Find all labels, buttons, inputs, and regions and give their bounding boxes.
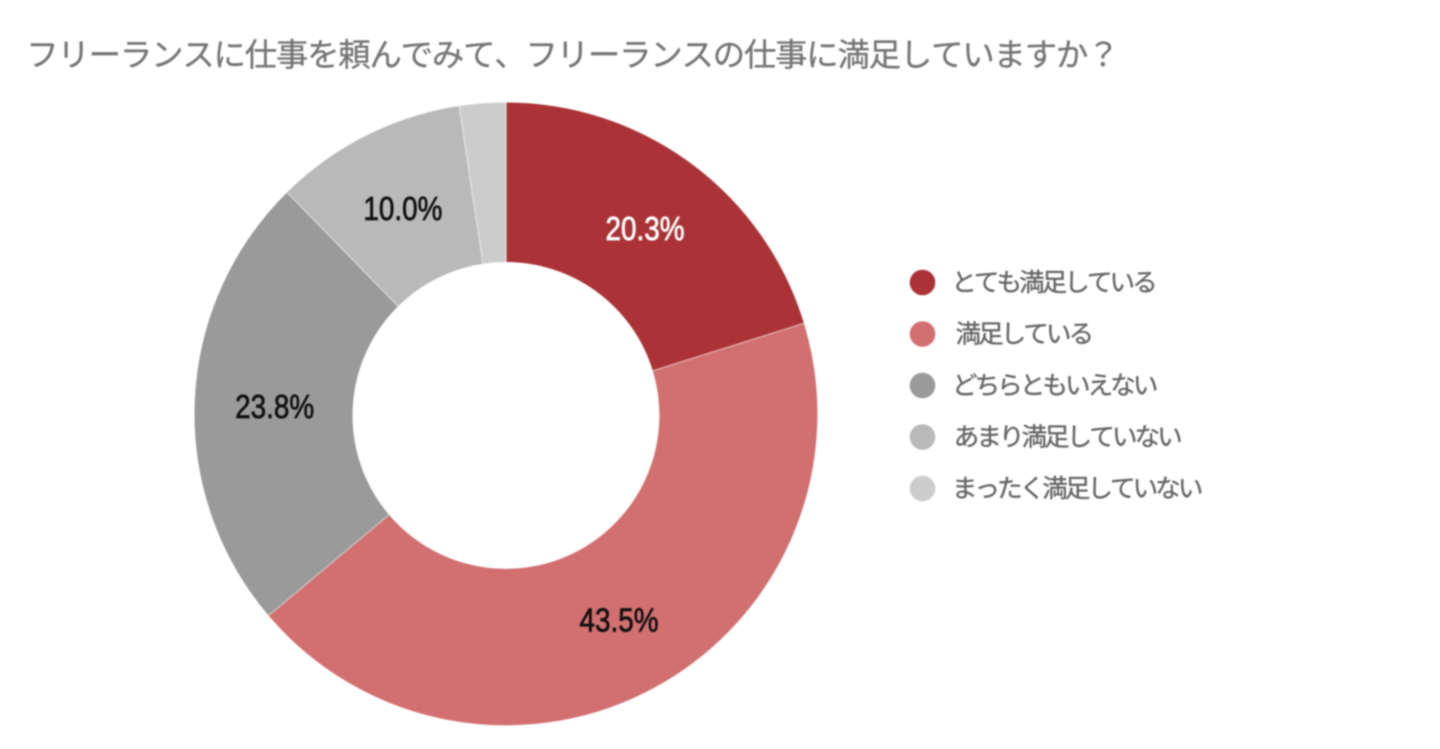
svg-text:20.3%: 20.3%: [605, 211, 684, 248]
svg-text:23.8%: 23.8%: [235, 389, 314, 426]
svg-text:10.0%: 10.0%: [363, 191, 442, 228]
svg-text:43.5%: 43.5%: [579, 602, 658, 639]
